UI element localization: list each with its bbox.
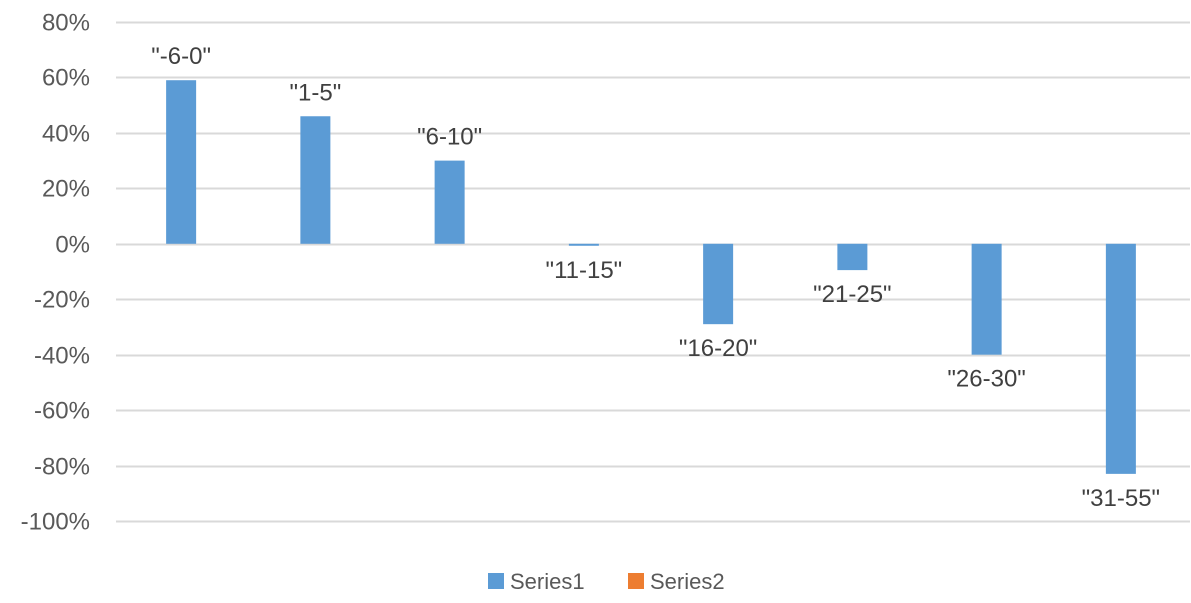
- data-label: "-6-0": [151, 43, 211, 70]
- bar: [166, 80, 197, 244]
- legend-item: Series2: [628, 569, 725, 594]
- legend: Series1 Series2: [488, 569, 725, 594]
- data-label: "31-55": [1082, 485, 1160, 512]
- y-tick-label: -100%: [21, 509, 90, 536]
- legend-label: Series1: [510, 569, 585, 594]
- data-label: "16-20": [679, 335, 757, 362]
- bar: [1105, 243, 1136, 474]
- data-labels: "-6-0" "1-5" "6-10" "11-15" "16-20" "21-25" "2…: [151, 43, 1160, 512]
- y-axis-tick-labels: 80% 60% 40% 20% 0% -20% -40% -60% -80% -100%: [21, 10, 90, 536]
- legend-swatch: [628, 573, 644, 589]
- y-tick-label: 40%: [42, 121, 90, 148]
- y-tick-label: 80%: [42, 10, 90, 37]
- y-tick-label: 0%: [55, 232, 90, 259]
- data-label: "26-30": [947, 366, 1025, 393]
- y-tick-label: 20%: [42, 176, 90, 203]
- y-tick-label: -20%: [34, 287, 90, 314]
- data-label: "21-25": [813, 281, 891, 308]
- y-tick-label: -40%: [34, 343, 90, 370]
- legend-label: Series2: [650, 569, 725, 594]
- bar: [703, 243, 734, 325]
- bars: [166, 80, 1136, 474]
- legend-item: Series1: [488, 569, 585, 594]
- data-label: "1-5": [290, 79, 342, 106]
- y-tick-label: 60%: [42, 65, 90, 92]
- data-label: "6-10": [417, 124, 482, 151]
- y-tick-label: -80%: [34, 454, 90, 481]
- legend-swatch: [488, 573, 504, 589]
- bar: [300, 116, 331, 244]
- gridlines: [116, 21, 1190, 523]
- bar: [837, 243, 868, 271]
- bar: [971, 243, 1002, 355]
- bar: [434, 160, 465, 244]
- y-tick-label: -60%: [34, 398, 90, 425]
- bar: [568, 243, 599, 246]
- data-label: "11-15": [546, 257, 623, 284]
